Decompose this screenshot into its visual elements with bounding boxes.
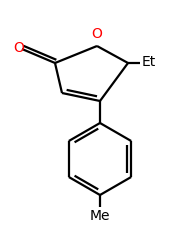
Text: O: O bbox=[92, 27, 102, 41]
Text: O: O bbox=[14, 41, 24, 55]
Text: Et: Et bbox=[142, 55, 156, 69]
Text: Me: Me bbox=[90, 209, 110, 223]
